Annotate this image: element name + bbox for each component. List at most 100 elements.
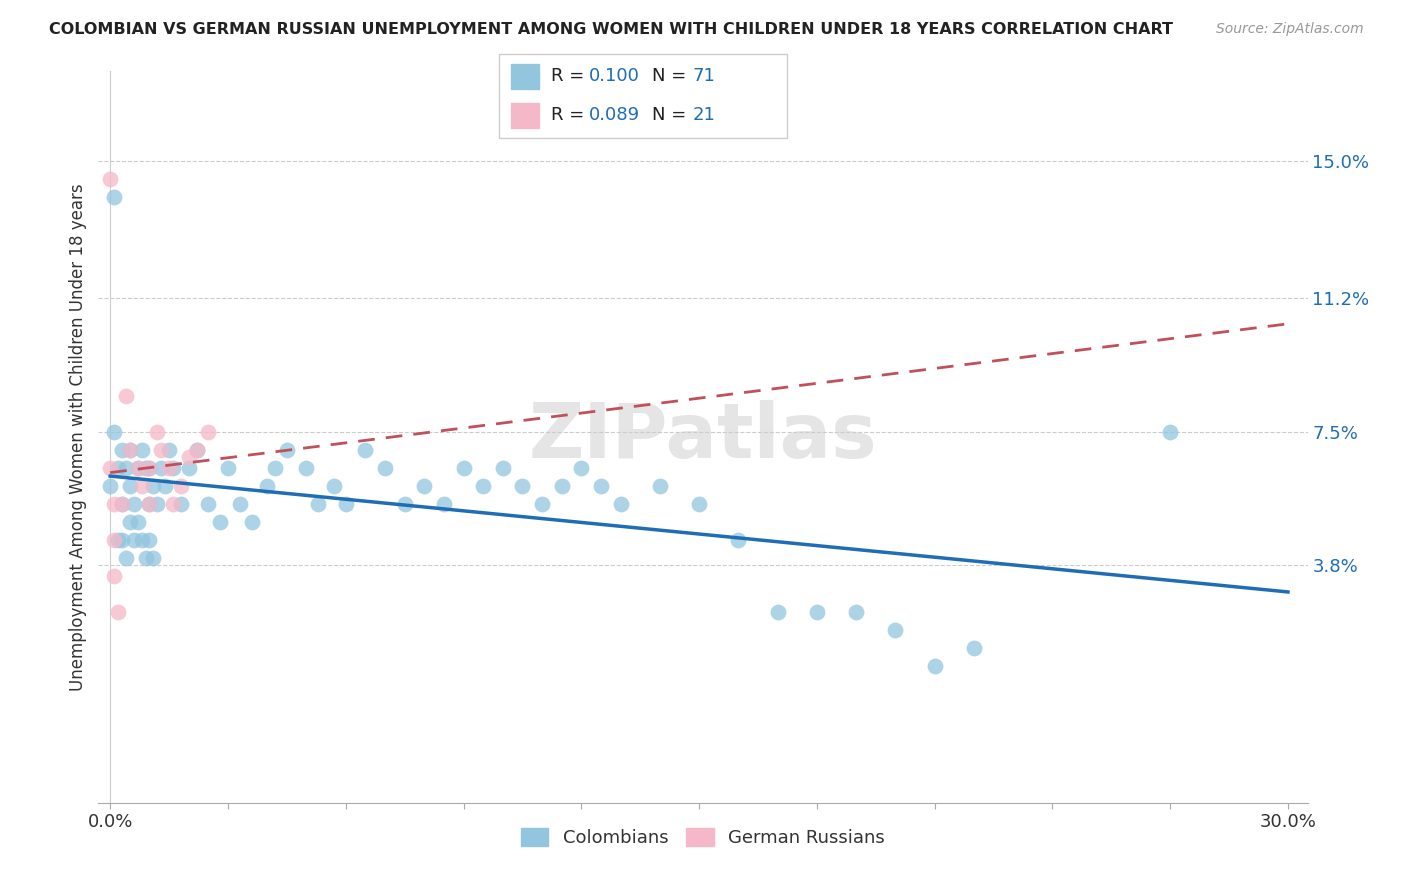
Point [150, 442, 173, 457]
Point [209, 515, 232, 529]
Point [186, 442, 208, 457]
Point [170, 497, 193, 511]
Point [138, 497, 160, 511]
Point [138, 460, 160, 475]
Text: COLOMBIAN VS GERMAN RUSSIAN UNEMPLOYMENT AMONG WOMEN WITH CHILDREN UNDER 18 YEAR: COLOMBIAN VS GERMAN RUSSIAN UNEMPLOYMENT… [49, 22, 1173, 37]
Point [229, 497, 252, 511]
Point [107, 460, 129, 475]
Point [569, 460, 592, 475]
Text: N =: N = [652, 106, 692, 124]
Point [197, 425, 219, 439]
Point [142, 550, 165, 565]
Point [122, 533, 145, 547]
Point [103, 533, 125, 547]
Point [138, 533, 160, 547]
Point [131, 533, 153, 547]
Point [648, 479, 671, 493]
Point [727, 533, 749, 547]
Point [127, 460, 149, 475]
Point [394, 497, 416, 511]
Point [122, 497, 145, 511]
Point [924, 659, 946, 673]
Point [115, 550, 138, 565]
Legend: Colombians, German Russians: Colombians, German Russians [512, 819, 894, 856]
Point [963, 640, 986, 655]
Point [512, 479, 534, 493]
Point [118, 515, 141, 529]
Point [146, 497, 169, 511]
Point [118, 442, 141, 457]
Point [131, 479, 153, 493]
Point [433, 497, 456, 511]
Point [845, 605, 868, 619]
Point [531, 497, 554, 511]
Point [103, 569, 125, 583]
Point [107, 605, 129, 619]
Point [138, 497, 160, 511]
Text: Source: ZipAtlas.com: Source: ZipAtlas.com [1216, 22, 1364, 37]
Point [135, 460, 157, 475]
Point [157, 442, 180, 457]
Point [170, 479, 193, 493]
Point [162, 497, 184, 511]
Point [150, 460, 173, 475]
Point [256, 479, 278, 493]
Point [550, 479, 572, 493]
Text: R =: R = [551, 106, 591, 124]
Point [127, 515, 149, 529]
Point [197, 497, 219, 511]
FancyBboxPatch shape [510, 103, 540, 128]
Point [453, 460, 475, 475]
Point [264, 460, 287, 475]
Point [118, 479, 141, 493]
Point [307, 497, 329, 511]
Point [146, 425, 169, 439]
Point [688, 497, 710, 511]
Point [589, 479, 612, 493]
Point [118, 442, 141, 457]
Text: N =: N = [652, 68, 692, 86]
Point [217, 460, 239, 475]
Point [884, 623, 907, 637]
Point [142, 479, 165, 493]
Point [153, 479, 176, 493]
FancyBboxPatch shape [510, 63, 540, 89]
Point [111, 497, 134, 511]
Point [98, 172, 121, 186]
Point [98, 460, 121, 475]
Point [177, 460, 200, 475]
Point [276, 442, 298, 457]
Point [240, 515, 263, 529]
Point [157, 460, 180, 475]
Point [131, 442, 153, 457]
Text: 0.089: 0.089 [589, 106, 640, 124]
Point [111, 497, 134, 511]
Point [111, 533, 134, 547]
Y-axis label: Unemployment Among Women with Children Under 18 years: Unemployment Among Women with Children U… [69, 183, 87, 691]
Point [335, 497, 357, 511]
Point [413, 479, 436, 493]
Text: ZIPatlas: ZIPatlas [529, 401, 877, 474]
Point [115, 460, 138, 475]
Point [806, 605, 828, 619]
Point [103, 425, 125, 439]
Text: 0.100: 0.100 [589, 68, 640, 86]
Point [472, 479, 495, 493]
Point [766, 605, 789, 619]
Point [609, 497, 631, 511]
Point [107, 533, 129, 547]
Point [98, 479, 121, 493]
Point [138, 460, 160, 475]
Text: 71: 71 [692, 68, 716, 86]
Text: 21: 21 [692, 106, 716, 124]
Point [492, 460, 515, 475]
Point [162, 460, 184, 475]
Point [177, 450, 200, 464]
FancyBboxPatch shape [499, 54, 787, 138]
Point [374, 460, 396, 475]
Point [295, 460, 318, 475]
Point [1159, 425, 1181, 439]
Point [103, 497, 125, 511]
Point [354, 442, 377, 457]
Point [111, 442, 134, 457]
